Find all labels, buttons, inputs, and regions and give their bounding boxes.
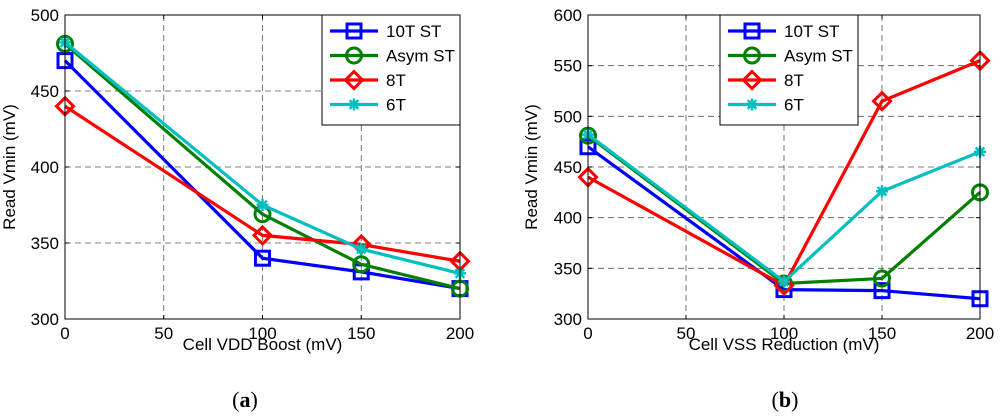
p1-legend-marker-asym-st xyxy=(345,46,363,65)
p2-legend-label-10t-st: 10T ST xyxy=(784,22,839,41)
p2-xtick-label: 100 xyxy=(770,324,798,343)
p2-xtick-label: 200 xyxy=(966,324,994,343)
p2-ytick-label: 300 xyxy=(554,310,582,329)
p1-xtick-label: 200 xyxy=(446,324,474,343)
p1-legend: 10T ST Asym ST 8T 6T xyxy=(321,14,461,126)
p1-legend-marker-10t-st xyxy=(345,22,363,40)
p2-series-6t xyxy=(582,128,986,288)
p1-point-asym-st xyxy=(352,255,371,274)
panel-caption-a: (a) xyxy=(232,387,258,412)
p2-legend-label-6t: 6T xyxy=(784,96,804,115)
caption-letter: a xyxy=(240,387,251,412)
p2-ytick-label: 600 xyxy=(554,6,582,25)
p1-ytick-label: 300 xyxy=(31,310,59,329)
p1-legend-box xyxy=(321,14,461,126)
p1-ytick-label: 450 xyxy=(31,82,59,101)
p1-legend-label-8t: 8T xyxy=(386,71,406,90)
p2-ytick-label: 500 xyxy=(554,107,582,126)
p2-legend-box xyxy=(719,14,859,126)
p2-line-10t-st xyxy=(587,145,981,301)
p1-line-8t xyxy=(64,104,461,263)
p2-y-axis-label: Read Vmin (mV) xyxy=(522,104,541,230)
panel-caption-b: (b) xyxy=(772,387,799,412)
p2-x-axis-label: Cell VSS Reduction (mV) xyxy=(689,335,880,354)
p1-line-6t xyxy=(63,41,461,275)
p2-ytick-label: 550 xyxy=(554,57,582,76)
p2-legend-label-asym-st: Asym ST xyxy=(784,47,853,66)
p1-axes-box xyxy=(64,14,461,320)
p1-legend-marker-8t xyxy=(343,69,365,91)
p2-legend-label-8t: 8T xyxy=(784,71,804,90)
p2-xtick-label: 150 xyxy=(868,324,896,343)
p1-point-8t xyxy=(251,224,274,247)
p1-ytick-label: 500 xyxy=(31,6,59,25)
p2-legend-marker-10t-st xyxy=(743,22,761,40)
p2-legend-marker-8t xyxy=(741,69,763,91)
p1-ytick-label: 350 xyxy=(31,234,59,253)
p2-legend-marker-asym-st xyxy=(743,46,761,65)
p2-line-8t xyxy=(587,59,981,288)
caption-open-paren: ( xyxy=(772,387,779,412)
p1-xtick-label: 100 xyxy=(248,324,276,343)
caption-letter: b xyxy=(779,387,791,412)
p2-xtick-label: 50 xyxy=(677,324,696,343)
p1-legend-label-6t: 6T xyxy=(386,96,406,115)
caption-open-paren: ( xyxy=(232,387,239,412)
p2-line-6t xyxy=(587,133,981,284)
chart-panel-b: 0 50 100 150 200 300 350 400 450 500 550 600 10T ST A… xyxy=(522,6,994,412)
p2-point-6t xyxy=(778,275,790,288)
p1-ytick-label: 400 xyxy=(31,158,59,177)
p2-xtick-label: 0 xyxy=(583,324,592,343)
p2-ytick-label: 350 xyxy=(554,259,582,278)
p1-xtick-label: 50 xyxy=(154,324,173,343)
caption-close-paren: ) xyxy=(251,387,258,412)
p2-ytick-label: 400 xyxy=(554,209,582,228)
p2-point-10t-st xyxy=(873,282,891,300)
p2-point-6t xyxy=(876,185,888,198)
p1-xtick-label: 0 xyxy=(60,324,69,343)
p1-legend-marker-6t xyxy=(348,98,360,111)
p2-point-8t xyxy=(871,90,893,112)
caption-close-paren: ) xyxy=(791,387,798,412)
p2-legend: 10T ST Asym ST 8T 6T xyxy=(719,14,859,126)
p1-legend-label-asym-st: Asym ST xyxy=(386,47,455,66)
p1-line-10t-st xyxy=(63,59,461,291)
p2-legend-marker-6t xyxy=(746,98,758,111)
p1-x-axis-label: Cell VDD Boost (mV) xyxy=(183,335,343,354)
p2-point-asym-st xyxy=(873,269,891,288)
p1-legend-label-10t-st: 10T ST xyxy=(386,22,441,41)
p1-point-6t xyxy=(355,243,368,256)
p1-point-6t xyxy=(256,199,269,211)
chart-panel-a: 0 50 100 150 200 300 350 400 450 500 10T ST Asym ST… xyxy=(0,6,474,412)
p1-y-axis-label: Read Vmin (mV) xyxy=(0,104,19,230)
p1-xtick-label: 150 xyxy=(347,324,375,343)
p1-point-10t-st xyxy=(254,249,271,267)
p2-ytick-label: 450 xyxy=(554,158,582,177)
